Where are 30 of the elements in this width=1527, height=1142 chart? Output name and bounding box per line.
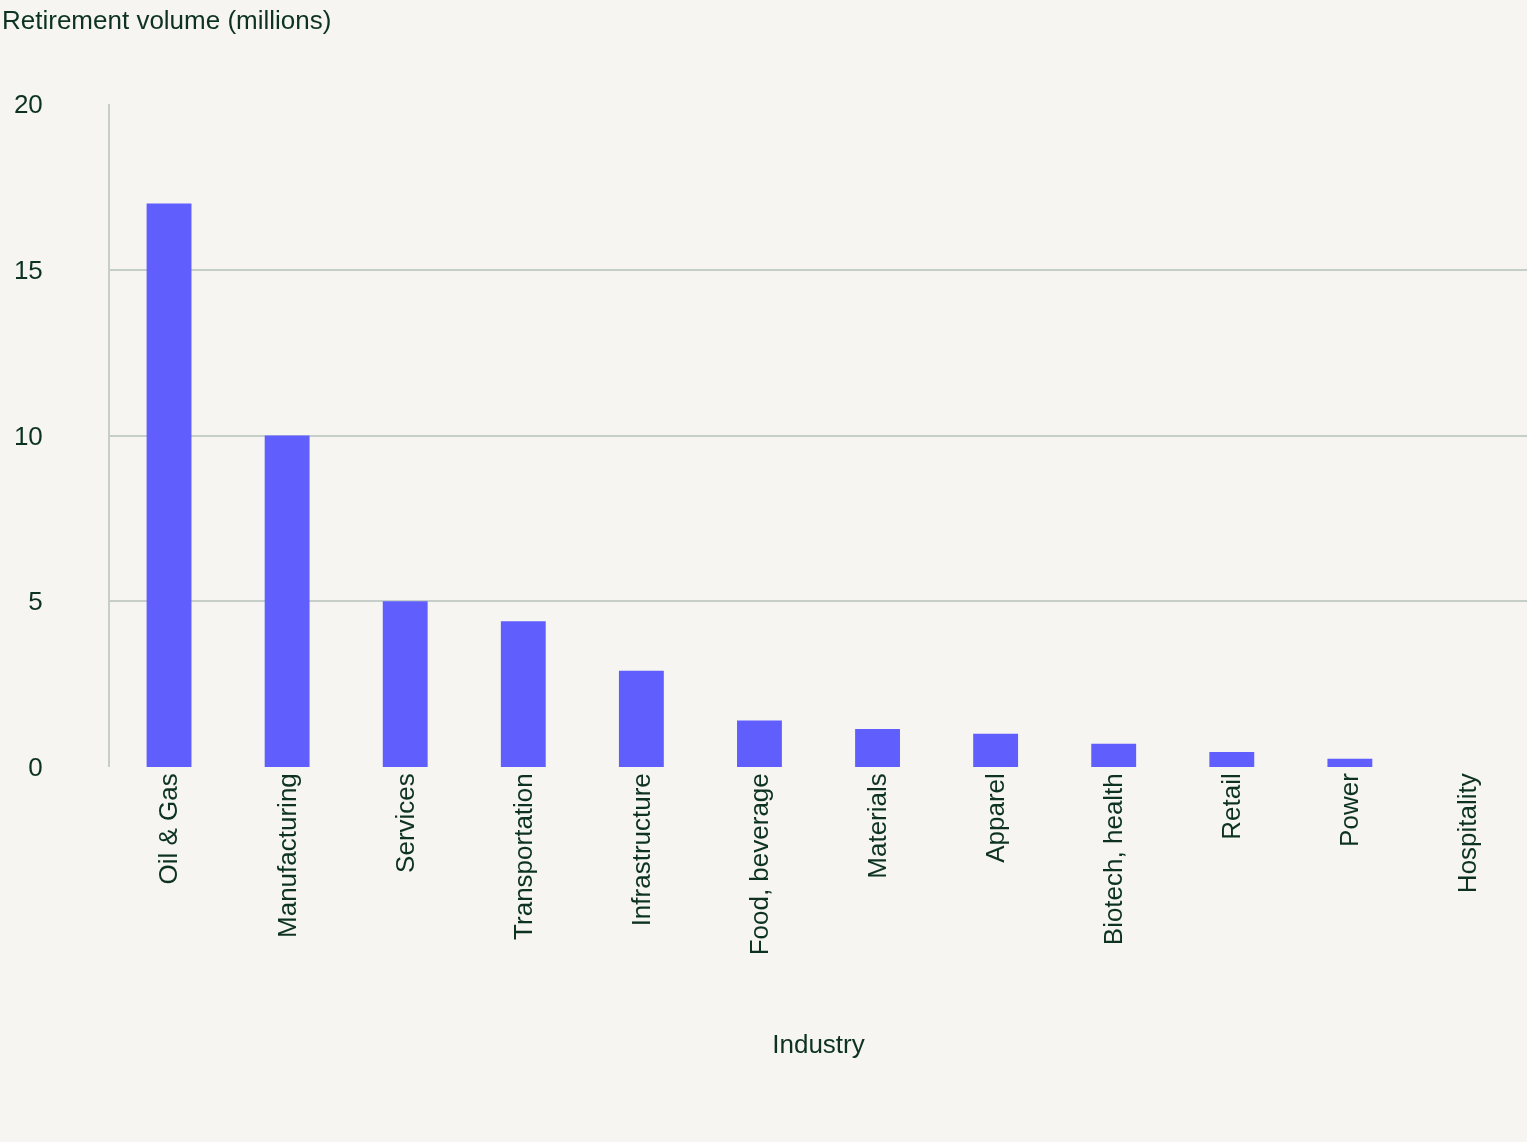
- y-tick-label: 5: [28, 586, 43, 617]
- bar: [973, 733, 1019, 767]
- y-tick-label: 0: [28, 752, 43, 783]
- bar: [264, 435, 310, 767]
- y-axis-title: Retirement volume (millions): [2, 5, 332, 35]
- x-tick-label: Services: [389, 773, 420, 873]
- x-tick-label: Power: [1334, 772, 1365, 847]
- x-tick-label: Apparel: [980, 773, 1011, 863]
- x-tick-label: Materials: [861, 773, 892, 879]
- x-tick-label: Biotech, health: [1098, 773, 1129, 946]
- x-tick-label: Manufacturing: [271, 773, 302, 938]
- bar: [1327, 758, 1373, 767]
- bar: [618, 670, 664, 767]
- bar: [500, 621, 546, 767]
- bar: [737, 720, 782, 767]
- bar: [146, 203, 192, 767]
- y-tick-label: 15: [13, 254, 43, 285]
- bar: [1209, 752, 1255, 767]
- x-tick-label: Hospitality: [1452, 773, 1483, 894]
- x-tick-label: Retail: [1216, 773, 1247, 840]
- x-tick-label: Food, beverage: [743, 773, 774, 956]
- bar: [1091, 743, 1137, 767]
- x-tick-label: Infrastructure: [625, 773, 656, 927]
- bar: [382, 601, 428, 767]
- bar: [855, 728, 900, 767]
- x-tick-label: Transportation: [507, 773, 538, 940]
- x-tick-label: Oil & Gas: [153, 773, 184, 885]
- y-tick-label: 20: [13, 89, 43, 120]
- y-tick-label: 10: [13, 420, 43, 451]
- x-axis-title: Industry: [772, 1029, 865, 1060]
